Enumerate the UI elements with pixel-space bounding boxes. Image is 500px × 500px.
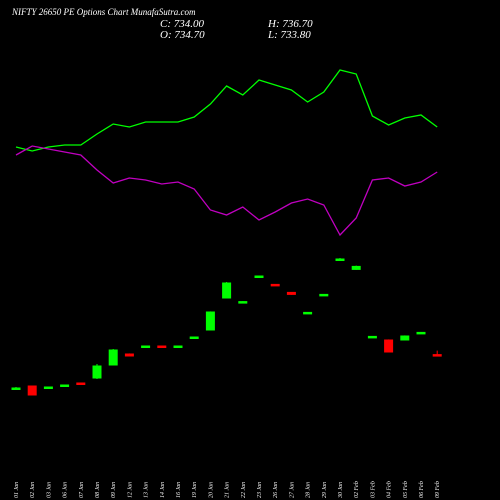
x-tick-label: 07 Jan <box>79 482 85 498</box>
x-tick-label: 26 Jan <box>273 482 279 498</box>
candle-body <box>335 258 345 261</box>
x-tick-label: 02 Jan <box>30 482 36 498</box>
low-label: L: 733.80 <box>267 29 311 41</box>
x-tick-label: 20 Jan <box>208 482 214 498</box>
x-tick-label: 30 Jan <box>338 482 344 499</box>
x-tick-label: 27 Jan <box>289 482 295 498</box>
candle-body <box>76 382 86 385</box>
x-tick-label: 22 Jan <box>241 482 247 498</box>
candle-body <box>238 301 248 304</box>
open-label: O: 734.70 <box>160 29 205 41</box>
candle-body <box>205 311 215 331</box>
x-tick-label: 28 Jan <box>306 482 312 498</box>
candle-body <box>432 354 442 357</box>
candle-body <box>270 283 280 287</box>
candle-body <box>92 365 102 379</box>
indicator-line <box>15 145 438 237</box>
candle-body <box>60 384 70 387</box>
x-tick-label: 06 Feb <box>419 481 425 498</box>
candle-body <box>11 387 21 390</box>
chart-title: NIFTY 26650 PE Options Chart MunafaSutra… <box>11 7 196 17</box>
x-tick-label: 05 Feb <box>403 481 409 498</box>
x-tick-label: 16 Jan <box>176 482 182 498</box>
x-tick-label: 08 Jan <box>95 482 101 498</box>
x-tick-label: 09 Feb <box>435 481 441 498</box>
candle-body <box>222 282 232 299</box>
x-tick-label: 29 Jan <box>322 482 328 498</box>
x-tick-label: 19 Jan <box>192 482 198 498</box>
candle-body <box>351 265 361 270</box>
x-tick-label: 01 Jan <box>14 482 20 498</box>
x-tick-label: 02 Feb <box>354 481 360 498</box>
candle-body <box>108 349 118 366</box>
x-tick-label: 04 Feb <box>386 481 393 498</box>
candle-body <box>384 339 394 353</box>
candle-body <box>400 335 410 341</box>
candle-body <box>303 311 313 315</box>
candle-body <box>173 345 183 348</box>
candle-body <box>124 353 134 357</box>
x-tick-label: 21 Jan <box>225 482 231 498</box>
x-tick-label: 13 Jan <box>144 482 150 498</box>
x-tick-label: 06 Jan <box>63 482 69 498</box>
candle-body <box>367 335 377 339</box>
x-tick-label: 03 Jan <box>46 482 52 498</box>
x-tick-label: 12 Jan <box>127 482 133 498</box>
candle-body <box>254 275 264 278</box>
candle-body <box>189 336 199 339</box>
x-tick-label: 09 Jan <box>111 482 117 498</box>
high-label: H: 736.70 <box>267 18 313 30</box>
candle-body <box>286 291 296 295</box>
candle-body <box>319 293 329 297</box>
candle-body <box>157 345 167 348</box>
x-tick-label: 03 Feb <box>370 481 376 498</box>
candle-body <box>27 385 37 396</box>
candle-body <box>43 386 53 389</box>
indicator-line <box>15 69 438 152</box>
candle-body <box>141 345 151 348</box>
candle-body <box>416 331 426 335</box>
x-tick-label: 14 Jan <box>159 482 166 498</box>
close-label: C: 734.00 <box>160 18 205 30</box>
x-tick-label: 23 Jan <box>257 482 263 498</box>
